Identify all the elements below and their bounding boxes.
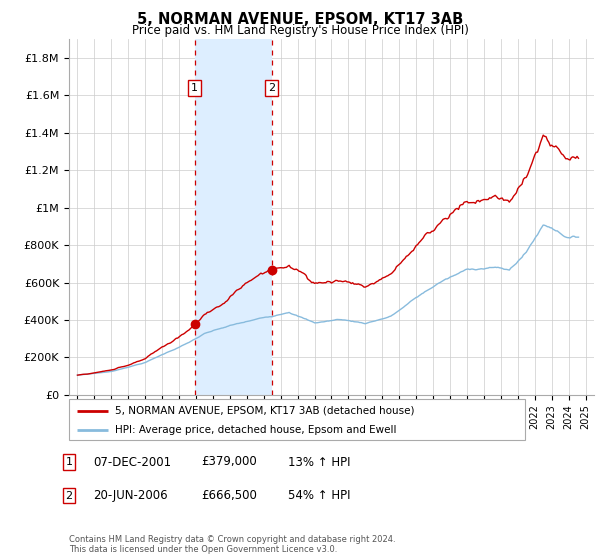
Text: 5, NORMAN AVENUE, EPSOM, KT17 3AB: 5, NORMAN AVENUE, EPSOM, KT17 3AB [137,12,463,27]
Text: 2: 2 [65,491,73,501]
Bar [194,39,272,395]
Text: 07-DEC-2001: 07-DEC-2001 [93,455,171,469]
Text: 1: 1 [65,457,73,467]
Text: HPI: Average price, detached house, Epsom and Ewell: HPI: Average price, detached house, Epso… [115,424,396,435]
Text: 13% ↑ HPI: 13% ↑ HPI [288,455,350,469]
Text: Contains HM Land Registry data © Crown copyright and database right 2024.
This d: Contains HM Land Registry data © Crown c… [69,535,395,554]
Text: 5, NORMAN AVENUE, EPSOM, KT17 3AB (detached house): 5, NORMAN AVENUE, EPSOM, KT17 3AB (detac… [115,405,414,416]
Text: 1: 1 [191,83,198,93]
Text: £666,500: £666,500 [201,489,257,502]
Text: 54% ↑ HPI: 54% ↑ HPI [288,489,350,502]
Text: £379,000: £379,000 [201,455,257,469]
Text: 20-JUN-2006: 20-JUN-2006 [93,489,167,502]
Text: Price paid vs. HM Land Registry's House Price Index (HPI): Price paid vs. HM Land Registry's House … [131,24,469,36]
Text: 2: 2 [268,83,275,93]
